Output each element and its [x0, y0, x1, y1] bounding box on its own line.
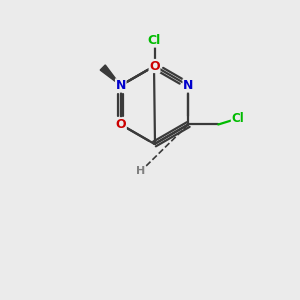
Text: O: O: [116, 118, 126, 131]
Text: N: N: [116, 79, 126, 92]
Polygon shape: [100, 65, 121, 85]
Text: O: O: [149, 59, 160, 73]
Text: N: N: [116, 118, 126, 131]
Text: Cl: Cl: [231, 112, 244, 125]
Text: N: N: [183, 79, 194, 92]
Text: H: H: [136, 166, 146, 176]
Text: Cl: Cl: [148, 34, 161, 47]
